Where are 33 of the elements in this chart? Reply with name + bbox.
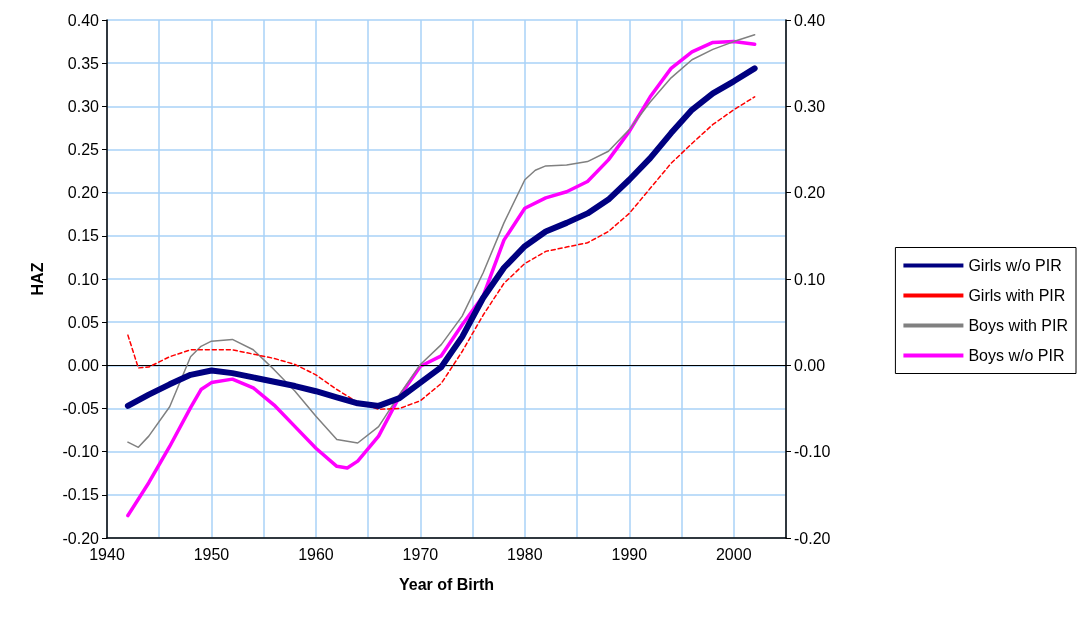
y-tick-label: -0.05 xyxy=(62,400,100,417)
y-tick-label: -0.20 xyxy=(62,529,100,547)
y-tick-label: 0.15 xyxy=(67,227,100,245)
legend-label: Boys w/o PIR xyxy=(968,347,1065,364)
y2-tick-label: -0.10 xyxy=(794,443,831,461)
y2-tick-label: 0.40 xyxy=(794,11,826,29)
x-tick-label: 1970 xyxy=(402,545,439,563)
y-tick-label: -0.15 xyxy=(62,486,100,504)
y-tick-label: -0.10 xyxy=(62,443,100,461)
y-tick-label: 0.10 xyxy=(67,270,100,288)
x-tick-label: 1940 xyxy=(89,545,125,563)
x-tick-label: 1960 xyxy=(298,545,334,563)
x-axis-title: Year of Birth xyxy=(398,575,495,593)
x-tick-label: 2000 xyxy=(715,545,752,563)
y2-tick-label: 0.00 xyxy=(794,356,826,374)
y-tick-label: 0.05 xyxy=(67,313,100,331)
y-axis-title: HAZ xyxy=(28,262,46,296)
legend-label: Girls w/o PIR xyxy=(968,257,1062,274)
y-tick-label: 0.40 xyxy=(67,11,100,29)
x-tick-label: 1950 xyxy=(193,545,230,563)
y-tick-label: 0.30 xyxy=(67,97,100,115)
y2-tick-label: 0.30 xyxy=(794,97,826,115)
y2-tick-label: 0.20 xyxy=(794,184,826,202)
y2-tick-label: 0.10 xyxy=(794,270,826,288)
y-tick-label: 0.25 xyxy=(67,141,100,158)
y-tick-label: 0.20 xyxy=(67,184,100,202)
y2-tick-label: -0.20 xyxy=(794,529,831,547)
y-tick-label: 0.00 xyxy=(67,356,100,374)
y-tick-label: 0.35 xyxy=(67,54,100,72)
legend-label: Boys with PIR xyxy=(968,317,1069,334)
x-tick-label: 1980 xyxy=(507,545,543,563)
legend-label: Girls with PIR xyxy=(968,287,1066,304)
x-tick-label: 1990 xyxy=(611,545,648,563)
